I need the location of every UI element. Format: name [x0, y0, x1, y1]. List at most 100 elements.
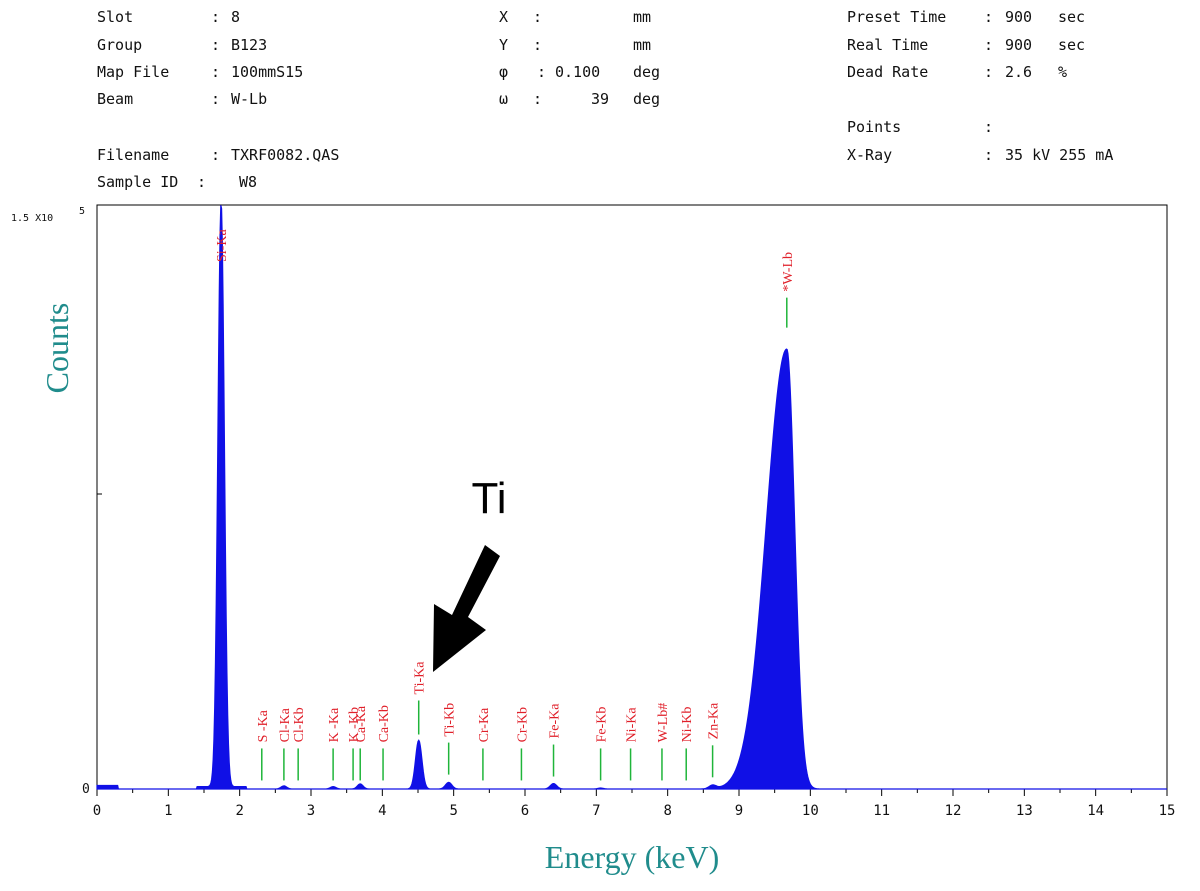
header-slot-sep: :: [211, 8, 221, 26]
header-sample-id-label: Sample ID: [97, 173, 179, 191]
header-map-file-value: 100mmS15: [231, 63, 304, 81]
header-filename-sep: :: [211, 146, 221, 164]
header-points-sep: :: [984, 118, 994, 136]
element-marker-fe-ka: Fe-Ka: [548, 703, 563, 777]
x-tick-label: 10: [802, 803, 819, 819]
x-tick-label: 7: [592, 803, 600, 819]
ti-annotation: Ti: [433, 474, 507, 672]
element-marker-s-ka: S -Ka: [256, 709, 271, 781]
header-beam-sep: :: [211, 90, 221, 108]
spectrum-area: [96, 205, 1167, 790]
element-marker-ti-ka: Ti-Ka: [413, 661, 428, 735]
element-marker-ca-ka: Ca-Ka: [354, 705, 369, 781]
element-marker-zn-ka: Zn-Ka: [707, 702, 722, 778]
x-tick-label: 6: [521, 803, 529, 819]
header-preset-time-value: 900: [1005, 8, 1033, 26]
element-marker-ni-kb: Ni-Kb: [680, 707, 695, 781]
arrow-icon: [433, 545, 500, 672]
header-dead-rate-label: Dead Rate: [847, 63, 929, 81]
element-marker-label: K -Ka: [327, 707, 342, 742]
header-x-unit: mm: [633, 8, 652, 26]
element-marker-label: Fe-Ka: [548, 703, 563, 739]
header-phi-unit: deg: [633, 63, 661, 81]
element-marker-label: *W-Lb: [781, 252, 796, 292]
element-marker--w-lb: *W-Lb: [781, 252, 796, 328]
header-group-sep: :: [211, 36, 221, 54]
header-real-time-value: 900: [1005, 36, 1033, 54]
element-marker-si-ka: Si-Ka: [215, 229, 230, 262]
x-tick-label: 3: [307, 803, 315, 819]
header-x-ray-value: 35 kV 255 mA: [1005, 146, 1114, 164]
header-sample-id-sep: :: [197, 173, 207, 191]
element-marker-label: Ni-Kb: [680, 707, 695, 743]
y-max-exponent: 5: [79, 206, 85, 217]
header-real-time-sep: :: [984, 36, 994, 54]
element-marker-label: Cl-Ka: [278, 707, 293, 742]
element-marker-label: Ca-Kb: [377, 705, 392, 742]
header-beam-label: Beam: [97, 90, 134, 108]
element-marker-label: W-Lb#: [656, 703, 671, 743]
header-x-ray-label: X-Ray: [847, 146, 893, 164]
element-marker-cl-kb: Cl-Kb: [292, 707, 307, 781]
element-marker-ti-kb: Ti-Kb: [443, 703, 458, 775]
header-real-time-unit: sec: [1058, 36, 1086, 54]
header-omega-label: ω: [499, 90, 509, 108]
x-tick-label: 9: [735, 803, 743, 819]
header-omega-value: 39: [591, 90, 610, 108]
element-marker-label: Fe-Kb: [595, 707, 610, 743]
header-omega-sep: :: [533, 90, 543, 108]
element-marker-label: S -Ka: [256, 709, 271, 742]
header-dead-rate-sep: :: [984, 63, 994, 81]
element-marker-ni-ka: Ni-Ka: [625, 707, 640, 781]
element-marker-k-kb: K -Kb: [347, 707, 362, 781]
header-y-sep: :: [533, 36, 543, 54]
header-preset-time-unit: sec: [1058, 8, 1086, 26]
header-phi-sep: :: [537, 63, 547, 81]
header-real-time-label: Real Time: [847, 36, 929, 54]
header-slot-value: 8: [231, 8, 241, 26]
plot-frame: [96, 204, 1168, 790]
element-marker-label: K -Kb: [347, 707, 362, 742]
x-tick-label: 14: [1087, 803, 1104, 819]
element-marker-label: Ti-Kb: [443, 703, 458, 737]
element-marker-label: Ni-Ka: [625, 707, 640, 743]
x-tick-label: 2: [235, 803, 243, 819]
x-tick-label: 13: [1016, 803, 1033, 819]
y-axis-title: Counts: [39, 303, 75, 394]
header-group-value: B123: [231, 36, 268, 54]
x-tick-label: 0: [93, 803, 101, 819]
element-marker-cl-ka: Cl-Ka: [278, 707, 293, 781]
x-tick-label: 5: [449, 803, 457, 819]
header-preset-time-sep: :: [984, 8, 994, 26]
header-map-file-sep: :: [211, 63, 221, 81]
x-tick-label: 11: [873, 803, 890, 819]
header-phi-value: 0.100: [555, 63, 601, 81]
element-marker-label: Cr-Ka: [477, 707, 492, 742]
header-y-unit: mm: [633, 36, 652, 54]
header-x-label: X: [499, 8, 509, 26]
header-dead-rate-unit: %: [1058, 63, 1068, 81]
header-omega-unit: deg: [633, 90, 661, 108]
element-marker-cr-kb: Cr-Kb: [515, 707, 530, 781]
header-map-file-label: Map File: [97, 63, 170, 81]
element-marker-w-lb: W-Lb#: [656, 703, 671, 781]
element-marker-label: Cl-Kb: [292, 707, 307, 742]
header-x-sep: :: [533, 8, 543, 26]
element-marker-label: Ti-Ka: [413, 661, 428, 695]
element-marker-k-ka: K -Ka: [327, 707, 342, 781]
header-slot-label: Slot: [97, 8, 134, 26]
header-x-ray-sep: :: [984, 146, 994, 164]
x-tick-label: 8: [663, 803, 671, 819]
header-sample-id-value: W8: [239, 173, 258, 191]
x-tick-label: 15: [1159, 803, 1176, 819]
y-min-label: 0: [82, 782, 90, 797]
x-tick-label: 12: [945, 803, 962, 819]
header-preset-time-label: Preset Time: [847, 8, 947, 26]
element-marker-label: Si-Ka: [215, 229, 230, 262]
x-tick-label: 4: [378, 803, 386, 819]
element-marker-fe-kb: Fe-Kb: [595, 707, 610, 781]
header-dead-rate-value: 2.6: [1005, 63, 1033, 81]
element-marker-ca-kb: Ca-Kb: [377, 705, 392, 781]
element-marker-cr-ka: Cr-Ka: [477, 707, 492, 781]
